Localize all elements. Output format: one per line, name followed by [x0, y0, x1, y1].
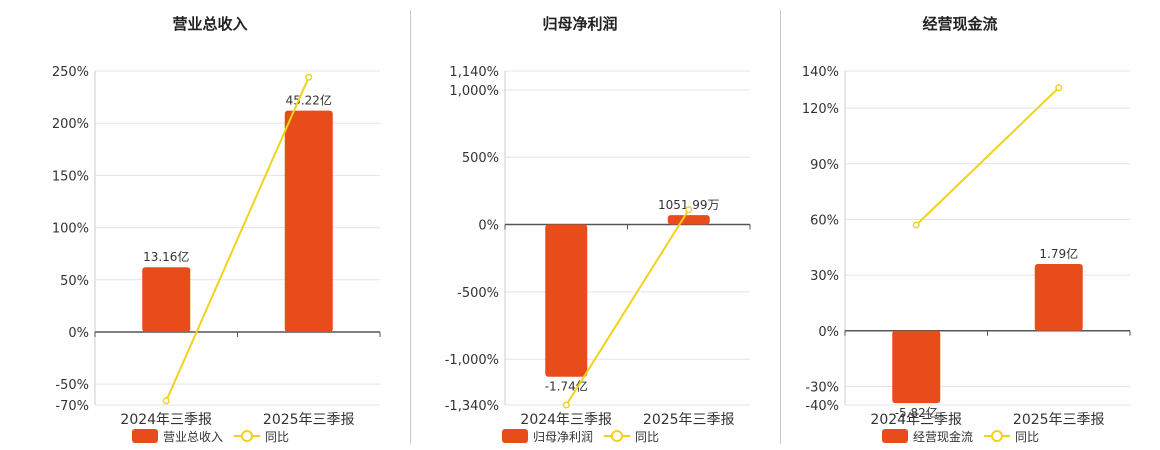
x-category-label: 2024年三季报 — [520, 412, 612, 428]
yoy-point — [562, 401, 570, 409]
legend-label: 同比 — [265, 430, 289, 444]
legend-swatch-bar — [502, 429, 528, 443]
legend-label: 经营现金流 — [913, 429, 973, 444]
legend-label: 同比 — [1015, 430, 1039, 444]
legend-swatch-bar — [882, 429, 908, 443]
y-tick-label: -500% — [457, 286, 499, 301]
y-tick-label: 50% — [60, 274, 89, 289]
bar-data-label: -5.82亿 — [895, 405, 938, 420]
panel-divider — [780, 10, 781, 444]
panel-divider — [410, 10, 411, 444]
legend-swatch-marker — [241, 430, 253, 442]
y-tick-label: 1,140% — [449, 65, 499, 80]
chart-title: 经营现金流 — [922, 15, 997, 33]
y-tick-label: 30% — [810, 269, 839, 284]
bar-data-label: 1051.99万 — [658, 198, 720, 212]
bar-data-label: 45.22亿 — [286, 93, 332, 108]
yoy-point — [305, 73, 313, 81]
y-tick-label: -70% — [55, 399, 89, 414]
yoy-line — [165, 76, 310, 402]
y-tick-label: 250% — [52, 65, 89, 80]
yoy-point — [1055, 84, 1063, 92]
chart-title: 归母净利润 — [542, 15, 617, 33]
yoy-point — [685, 206, 693, 214]
y-tick-label: 0% — [478, 219, 499, 234]
y-tick-label: -50% — [55, 378, 89, 393]
bar — [545, 224, 588, 377]
chart-title: 营业总收入 — [172, 15, 247, 33]
bar — [667, 215, 710, 225]
y-tick-label: 140% — [802, 65, 839, 80]
y-tick-label: -30% — [805, 380, 839, 395]
bar — [1034, 263, 1083, 331]
y-tick-label: -1,000% — [445, 353, 499, 368]
yoy-line — [565, 209, 690, 406]
yoy-line — [915, 86, 1060, 226]
legend-label: 营业总收入 — [163, 430, 223, 444]
bar-data-label: 13.16亿 — [143, 249, 189, 264]
y-tick-label: 0% — [68, 326, 89, 341]
bar — [892, 330, 941, 404]
y-tick-label: 150% — [52, 169, 89, 184]
y-tick-label: -40% — [805, 399, 839, 414]
chart-panel-2: 归母净利润 1,140% 1,000% 500% 0% -500% -1,000% -1,34… — [445, 15, 751, 444]
yoy-point — [162, 397, 170, 405]
y-tick-label: 1,000% — [449, 84, 499, 99]
bar-data-label: 1.79亿 — [1039, 246, 1078, 261]
legend-label: 归母净利润 — [533, 430, 593, 444]
chart-panel-3: 经营现金流 140% 120% 90% 60% 30% 0% -30% -40% 2024年三季报… — [802, 15, 1131, 444]
y-tick-label: 100% — [52, 222, 89, 237]
x-category-label: 2024年三季报 — [120, 412, 212, 428]
legend-swatch-marker — [611, 430, 623, 442]
bar — [142, 267, 191, 332]
y-tick-label: 90% — [810, 158, 839, 173]
legend-swatch-bar — [132, 429, 158, 443]
y-tick-label: -1,340% — [445, 399, 499, 414]
x-category-label: 2024年三季报 — [870, 412, 962, 428]
x-category-label: 2025年三季报 — [263, 412, 355, 428]
legend-swatch-marker — [991, 430, 1003, 442]
y-tick-label: 500% — [462, 151, 499, 166]
y-tick-label: 60% — [810, 213, 839, 228]
x-category-label: 2025年三季报 — [1013, 412, 1105, 428]
y-tick-label: 0% — [818, 325, 839, 340]
chart-panel-1: 营业总收入 250% 200% 150% 100% 50% 0% -50% -70% 2024年三… — [52, 15, 381, 444]
y-tick-label: 200% — [52, 117, 89, 132]
legend-label: 同比 — [635, 430, 659, 444]
bar-data-label: -1.74亿 — [545, 379, 588, 394]
x-category-label: 2025年三季报 — [643, 412, 735, 428]
yoy-point — [912, 221, 920, 229]
y-tick-label: 120% — [802, 102, 839, 117]
bar — [284, 110, 333, 332]
